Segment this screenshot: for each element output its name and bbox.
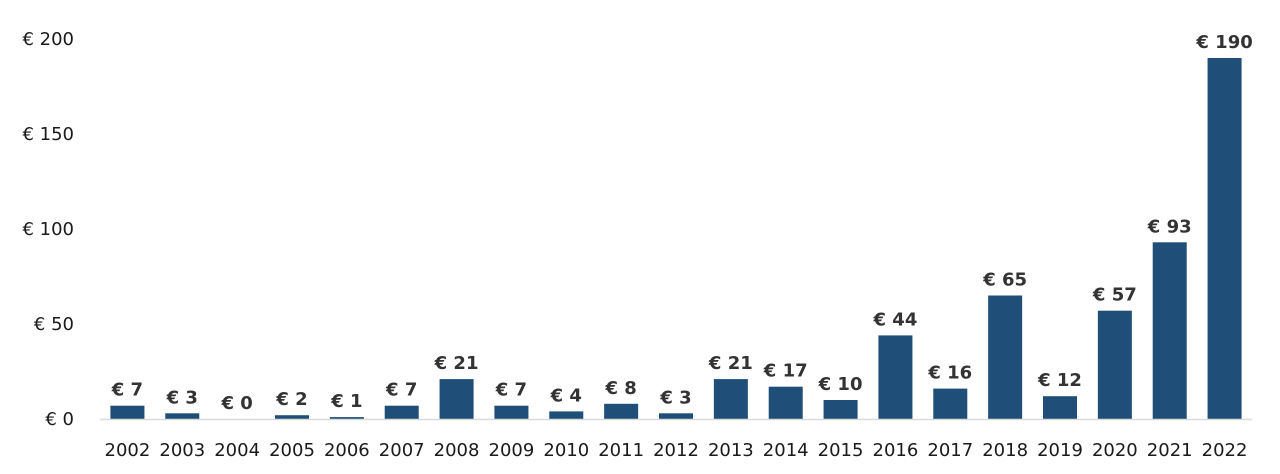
bar-series <box>110 58 1242 419</box>
x-tick-label: 2015 <box>818 440 864 461</box>
data-label: € 7 <box>111 380 143 401</box>
x-tick-label: 2007 <box>379 440 425 461</box>
bar <box>275 415 309 419</box>
x-tick-label: 2018 <box>982 440 1028 461</box>
bar <box>988 295 1023 419</box>
bar <box>384 405 419 419</box>
x-tick-label: 2014 <box>763 440 809 461</box>
data-label: € 0 <box>220 393 252 414</box>
x-tick-label: 2013 <box>708 440 754 461</box>
x-tick-label: 2008 <box>434 440 480 461</box>
y-tick-label: € 50 <box>34 314 74 335</box>
x-tick-label: 2005 <box>269 440 315 461</box>
y-tick-label: € 150 <box>22 124 74 145</box>
data-label: € 10 <box>818 374 863 395</box>
bar <box>110 405 145 419</box>
data-label: € 21 <box>434 353 479 374</box>
data-label: € 4 <box>550 385 582 406</box>
bar <box>878 335 913 419</box>
x-tick-label: 2012 <box>653 440 699 461</box>
bar <box>768 386 803 419</box>
x-tick-label: 2009 <box>489 440 535 461</box>
data-label: € 12 <box>1037 370 1082 391</box>
y-axis-tick-labels: € 0 € 50 € 100 € 150 € 200 <box>22 29 74 430</box>
y-tick-label: € 100 <box>22 219 74 240</box>
bar <box>165 413 200 419</box>
bar <box>1097 310 1132 419</box>
bar <box>1043 396 1077 419</box>
bar <box>494 405 529 419</box>
bar <box>549 411 584 419</box>
bar <box>329 417 364 419</box>
data-label: € 65 <box>982 270 1027 291</box>
data-label: € 1 <box>330 391 362 412</box>
data-label: € 190 <box>1195 32 1252 53</box>
bar <box>1207 58 1242 419</box>
x-tick-label: 2020 <box>1092 440 1138 461</box>
x-tick-label: 2017 <box>927 440 973 461</box>
x-tick-label: 2002 <box>105 440 151 461</box>
data-label: € 7 <box>385 380 417 401</box>
data-label: € 16 <box>927 363 972 384</box>
data-label: € 3 <box>166 387 198 408</box>
bar <box>439 379 474 419</box>
x-tick-label: 2006 <box>324 440 370 461</box>
bar <box>823 400 858 419</box>
data-label: € 2 <box>275 389 307 410</box>
x-tick-label: 2004 <box>214 440 260 461</box>
bar <box>1152 242 1187 419</box>
x-tick-label: 2022 <box>1202 440 1248 461</box>
x-tick-label: 2021 <box>1147 440 1193 461</box>
data-label: € 21 <box>708 353 753 374</box>
data-label: € 8 <box>604 378 636 399</box>
data-label: € 57 <box>1092 285 1137 306</box>
x-tick-label: 2010 <box>543 440 589 461</box>
x-tick-label: 2019 <box>1037 440 1083 461</box>
data-labels: € 7 € 3 € 0 € 2 € 1 € 7 € 21 € 7 € 4 € 8 € 3 € 21 € … <box>111 32 1253 414</box>
bar <box>659 413 693 419</box>
y-tick-label: € 200 <box>22 29 74 50</box>
x-tick-label: 2011 <box>598 440 644 461</box>
data-label: € 44 <box>873 309 918 330</box>
data-label: € 93 <box>1147 216 1192 237</box>
bar <box>713 379 748 419</box>
y-tick-label: € 0 <box>45 409 74 430</box>
bar <box>933 388 968 419</box>
x-tick-label: 2016 <box>873 440 919 461</box>
x-axis-tick-labels: 2002 2003 2004 2005 2006 2007 2008 2009 2010 2011… <box>105 440 1248 461</box>
data-label: € 7 <box>495 380 527 401</box>
data-label: € 17 <box>763 361 808 382</box>
data-label: € 3 <box>659 387 691 408</box>
x-tick-label: 2003 <box>159 440 205 461</box>
bar <box>604 403 639 419</box>
